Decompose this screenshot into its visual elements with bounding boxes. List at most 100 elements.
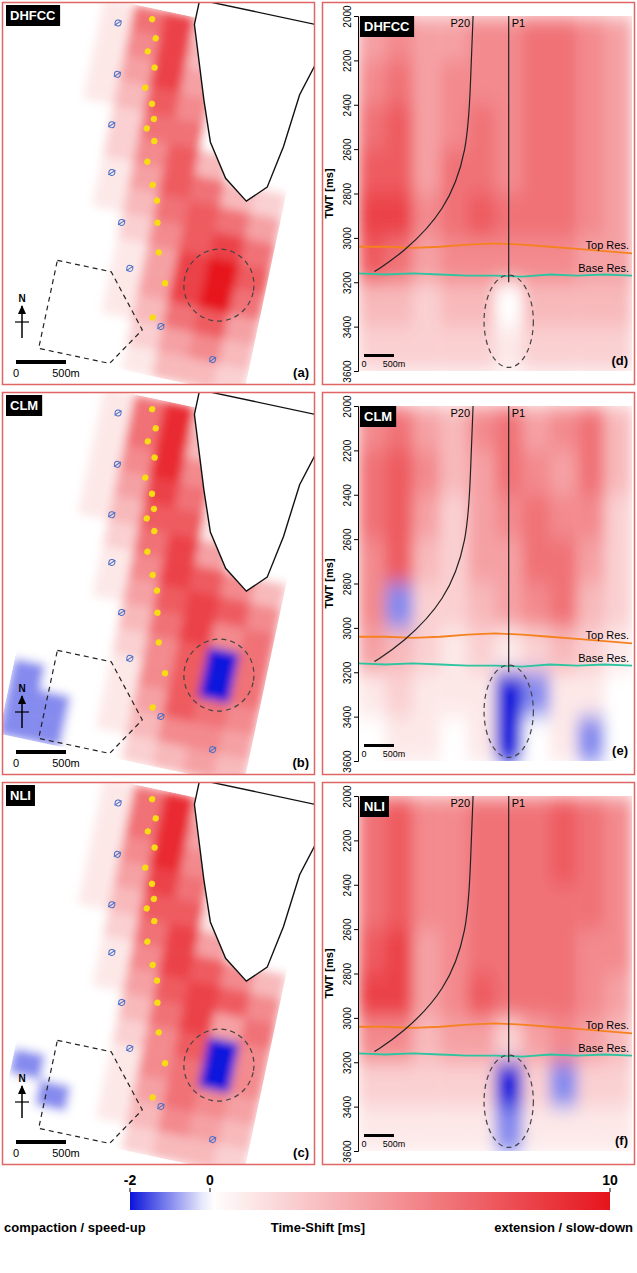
tick: 2600 <box>342 138 358 161</box>
well-symbol-circle <box>118 609 125 616</box>
well-symbol-circle <box>114 71 121 78</box>
tick: 2200 <box>342 439 358 462</box>
heatmap-cell <box>550 1062 578 1107</box>
well-dot <box>149 704 157 712</box>
heatmap-cell <box>605 974 632 1019</box>
well-dot <box>150 895 158 903</box>
heatmap-cell <box>468 539 496 584</box>
well-symbol <box>157 1103 164 1110</box>
well-dot <box>143 905 151 913</box>
tick-mark <box>354 149 358 150</box>
tick-label: 3600 <box>342 360 353 383</box>
tick: 3000 <box>342 227 358 250</box>
tick-label: 2800 <box>342 182 353 205</box>
well-symbol-circle <box>126 265 133 272</box>
heatmap-cell <box>358 672 386 717</box>
panel-title: NLI <box>364 799 385 814</box>
heatmap-cell <box>153 974 190 1006</box>
heatmap-cell <box>413 238 441 283</box>
heatmap-cell <box>577 796 605 841</box>
well-symbol-line <box>209 356 216 363</box>
plot-area <box>358 406 632 761</box>
heatmap-cell <box>495 282 523 327</box>
heatmap-cell <box>605 450 632 495</box>
heatmap-cell <box>413 450 441 495</box>
heatmap-cell <box>577 672 605 717</box>
heatmap-cell <box>121 734 158 766</box>
heatmap-cell <box>550 1107 578 1151</box>
map-panel: NLI(c)N0500m <box>0 754 334 1179</box>
well-symbol-circle <box>126 655 133 662</box>
y-axis: 200022002400260028003000320034003600 <box>342 785 359 1163</box>
heatmap-cell <box>522 539 550 584</box>
well-symbol-circle <box>126 1045 133 1052</box>
scale-bar-label: 500m <box>383 1139 406 1149</box>
heatmap-cell <box>577 717 605 761</box>
heatmap-cell <box>385 885 413 930</box>
heatmap-cell <box>358 974 386 1019</box>
well-symbol <box>126 265 133 272</box>
map-rotated <box>2 2 315 385</box>
heatmap-cell <box>522 1107 550 1151</box>
heatmap-cell <box>385 929 413 974</box>
well-symbol-line <box>115 19 122 26</box>
well-path <box>374 16 473 272</box>
heatmap-cell <box>468 149 496 194</box>
well-symbol-line <box>157 713 164 720</box>
panel-title-box <box>360 16 414 37</box>
tick-label: 3400 <box>342 706 353 729</box>
heatmap-cell <box>577 1062 605 1107</box>
heatmap-cell <box>522 406 550 451</box>
tick: 2000 <box>342 5 358 28</box>
heatmap-cell <box>385 539 413 584</box>
tick: 3000 <box>342 617 358 640</box>
heatmap-cell <box>413 539 441 584</box>
well-dot <box>149 961 157 969</box>
heatmap-cell <box>605 327 632 371</box>
tick: 2000 <box>342 395 358 418</box>
tick: 3400 <box>342 1096 358 1119</box>
heatmap-cell <box>413 796 441 841</box>
y-axis: 200022002400260028003000320034003600 <box>342 5 359 383</box>
heatmap-cell <box>440 450 468 495</box>
well-symbol-circle <box>209 356 216 363</box>
well-dot <box>150 505 158 513</box>
heatmap-cell <box>605 584 632 629</box>
horizon-label: Top Res. <box>586 629 629 641</box>
colorbar: -2010compaction / speed-upTime-Shift [ms… <box>4 1172 633 1235</box>
heatmap-cell <box>550 672 578 717</box>
tick: 2800 <box>342 572 358 595</box>
panel-letter: (b) <box>292 755 309 770</box>
heatmap-cell <box>60 1111 97 1143</box>
tick-label: 2600 <box>342 138 353 161</box>
heatmap-cell <box>385 1018 413 1063</box>
heatmap-cell <box>468 105 496 150</box>
well-dot <box>161 669 169 677</box>
heatmap-cell <box>522 105 550 150</box>
heatmap-cell <box>358 1018 386 1063</box>
well-symbol-circle <box>209 1136 216 1143</box>
horizon-label: Base Res. <box>578 652 629 664</box>
heatmap-cell <box>577 929 605 974</box>
tick-label: 2000 <box>342 5 353 28</box>
panel-letter: (e) <box>612 743 628 758</box>
heatmap-cell <box>358 885 386 930</box>
horizon-line <box>358 663 632 666</box>
heatmap-cell <box>605 194 632 239</box>
tick-mark <box>354 60 358 61</box>
colorbar-ramp <box>130 1192 610 1210</box>
heatmap-cell <box>413 840 441 885</box>
heatmap-cell <box>522 584 550 629</box>
heatmap-cell <box>60 721 97 753</box>
anomaly-ellipse <box>484 275 533 367</box>
heatmap-cell <box>440 1062 468 1107</box>
tick-mark <box>354 539 358 540</box>
heatmap-cell <box>413 628 441 673</box>
well-symbol-circle <box>157 323 164 330</box>
scale-bar-label: 0 <box>13 757 19 769</box>
scale-bar-label: 500m <box>52 367 80 379</box>
heatmap-cell <box>440 717 468 761</box>
tick: 3200 <box>342 661 358 684</box>
well-symbol-circle <box>114 461 121 468</box>
heatmap-cell <box>522 796 550 841</box>
